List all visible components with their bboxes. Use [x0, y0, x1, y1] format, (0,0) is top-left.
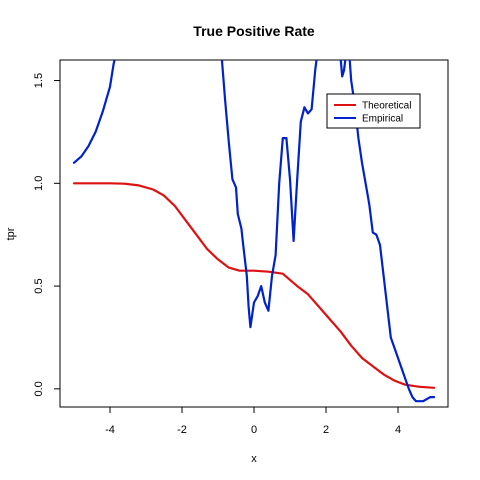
x-tick-label: -4 — [105, 424, 115, 436]
legend: Theoretical Empirical — [327, 94, 420, 128]
series-line-theoretical — [74, 183, 434, 387]
y-tick-label: 0.0 — [33, 381, 45, 396]
y-tick-label: 1.0 — [33, 176, 45, 191]
y-axis: 0.0 0.5 1.0 1.5 — [33, 73, 60, 397]
x-tick-label: 4 — [395, 424, 401, 436]
x-tick-label: 0 — [251, 424, 257, 436]
legend-label-theoretical: Theoretical — [362, 101, 411, 112]
y-tick-label: 0.5 — [33, 278, 45, 293]
x-tick-label: -2 — [177, 424, 187, 436]
y-tick-label: 1.5 — [33, 73, 45, 88]
legend-label-empirical: Empirical — [362, 114, 403, 125]
y-axis-label: tpr — [5, 227, 17, 240]
x-tick-label: 2 — [323, 424, 329, 436]
x-axis: -4 -2 0 2 4 — [105, 407, 401, 436]
chart-title: True Positive Rate — [193, 23, 315, 39]
x-axis-label: x — [251, 453, 257, 465]
